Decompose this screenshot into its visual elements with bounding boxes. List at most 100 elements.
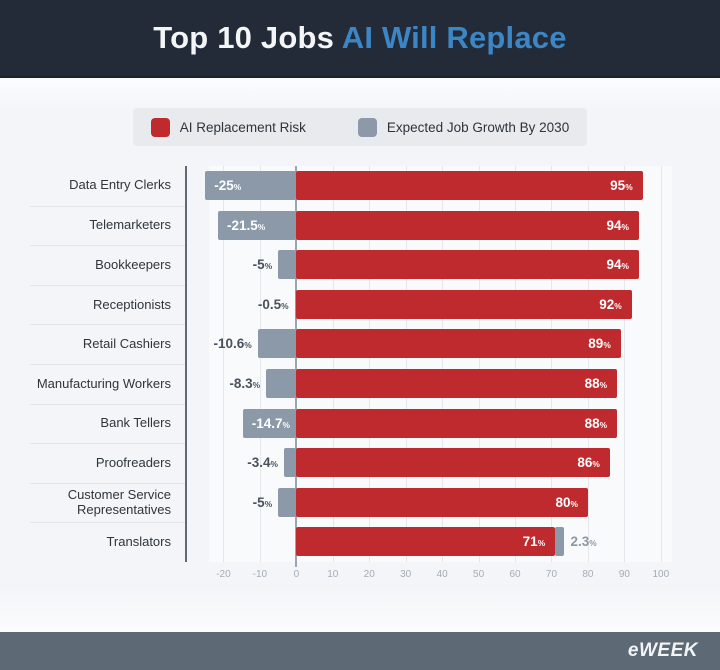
category-label: Bookkeepers (30, 245, 185, 285)
x-axis-tick: 100 (652, 568, 670, 580)
x-axis-tick: 50 (473, 568, 485, 580)
growth-value-label: -3.4% (247, 455, 278, 471)
gridline (259, 166, 261, 562)
risk-bar (296, 527, 556, 557)
risk-value-label: 95% (610, 178, 633, 193)
gridline (660, 166, 662, 562)
legend-label-risk: AI Replacement Risk (179, 119, 306, 135)
chart-row: 94% -21.5% (185, 205, 690, 246)
risk-value-label: 88% (584, 415, 608, 431)
risk-value-label: 80% (555, 494, 578, 510)
growth-value-label: -21.5% (226, 217, 266, 233)
legend-item-risk: AI Replacement Risk (150, 117, 306, 137)
chart-row: 86% -3.4% (185, 443, 690, 483)
gridline (515, 166, 517, 562)
growth-bar (278, 250, 297, 280)
legend-item-growth: Expected Job Growth By 2030 (357, 117, 570, 137)
growth-value-label: -0.5% (257, 296, 289, 312)
x-axis-tick: 40 (436, 568, 448, 580)
growth-bar (278, 487, 297, 517)
chart-content: AI Replacement Risk Expected Job Growth … (0, 78, 720, 632)
x-axis-tick: 80 (582, 568, 594, 580)
gridline (332, 166, 334, 562)
category-label: Data Entry Clerks (69, 177, 171, 193)
risk-value-label: 88% (584, 375, 608, 391)
risk-value-label: 94% (606, 217, 629, 233)
growth-bar (217, 210, 297, 240)
risk-swatch-icon (150, 117, 170, 137)
chart-row: 92% -0.5% (185, 284, 690, 325)
legend-label-growth: Expected Job Growth By 2030 (386, 119, 570, 135)
chart-rows: Data Entry Clerks 95% -25% Telemarketers 94%… (30, 166, 690, 562)
growth-value-label: -14.7% (251, 415, 290, 431)
x-axis-tick: -10 (252, 568, 268, 580)
title-accent: AI Will Replace (341, 20, 567, 55)
legend: AI Replacement Risk Expected Job Growth … (132, 108, 588, 146)
growth-value-label: -5% (252, 494, 273, 510)
bar-chart: Data Entry Clerks 95% -25% Telemarketers 94%… (30, 166, 690, 588)
category-label: Receptionists (30, 284, 185, 325)
category-label: Bank Tellers (30, 403, 185, 444)
growth-bar (266, 368, 297, 398)
footer: eWEEK (0, 632, 720, 670)
x-axis-tick: 10 (327, 568, 339, 580)
category-label: Proofreaders (30, 443, 185, 483)
gridline (478, 166, 480, 562)
risk-bar (296, 368, 618, 398)
gridline (587, 166, 589, 562)
growth-bar (283, 448, 297, 478)
chart-row: 88% -14.7% (185, 403, 690, 444)
chart-row: 80% -5% (185, 482, 690, 523)
category-label: Customer Service Representatives (30, 482, 185, 523)
title-main: Top 10 Jobs (153, 20, 342, 55)
x-axis-tick: 30 (400, 568, 412, 580)
growth-bar (257, 329, 297, 359)
gridline (442, 166, 444, 562)
category-label: Manufacturing Workers (30, 363, 185, 404)
x-axis: -20 -10 0 10 20 30 40 50 60 70 80 90 100 (187, 562, 690, 588)
x-axis-tick: 60 (509, 568, 521, 580)
risk-value-label: 92% (599, 296, 622, 312)
growth-bar (555, 527, 564, 557)
infographic-title: Top 10 Jobs AI Will Replace (153, 20, 566, 56)
gridline (369, 166, 371, 562)
growth-value-label: -10.6% (213, 336, 252, 352)
risk-bar (296, 487, 588, 517)
gridline (405, 166, 407, 562)
chart-row: 94% -5% (185, 245, 690, 285)
risk-bar (296, 250, 639, 280)
risk-bar (296, 289, 632, 319)
risk-value-label: 89% (588, 336, 611, 352)
chart-rows-area: Data Entry Clerks 95% -25% Telemarketers 94%… (30, 166, 690, 567)
growth-swatch-icon (357, 117, 377, 137)
x-axis-tick: 0 (293, 568, 300, 580)
growth-bar (294, 289, 297, 319)
gridline (223, 166, 225, 562)
risk-bar (296, 210, 639, 240)
growth-value-label: -5% (252, 257, 273, 273)
zero-baseline (295, 166, 298, 567)
risk-value-label: 94% (606, 257, 629, 273)
gridline (551, 166, 553, 562)
chart-row: 88% -8.3% (185, 363, 690, 404)
risk-value-label: 71% (522, 534, 546, 550)
risk-bar (296, 329, 621, 359)
gridline (624, 166, 626, 562)
risk-value-label: 86% (577, 455, 600, 471)
header: Top 10 Jobs AI Will Replace (0, 0, 720, 78)
x-axis-tick: -20 (216, 568, 231, 580)
category-label: Retail Cashiers (30, 324, 185, 364)
growth-value-label: -25% (214, 178, 242, 193)
risk-bar (296, 408, 618, 438)
growth-bar (205, 171, 297, 200)
growth-value-label: 2.3% (570, 534, 597, 550)
growth-value-label: -8.3% (229, 375, 261, 391)
x-axis-tick: 20 (363, 568, 375, 580)
x-axis-tick: 90 (618, 568, 630, 580)
category-label: Telemarketers (30, 205, 185, 246)
x-axis-tick: 70 (545, 568, 558, 580)
chart-row: 71% 2.3% (185, 522, 690, 562)
risk-bar (296, 448, 610, 478)
risk-bar (296, 171, 643, 200)
